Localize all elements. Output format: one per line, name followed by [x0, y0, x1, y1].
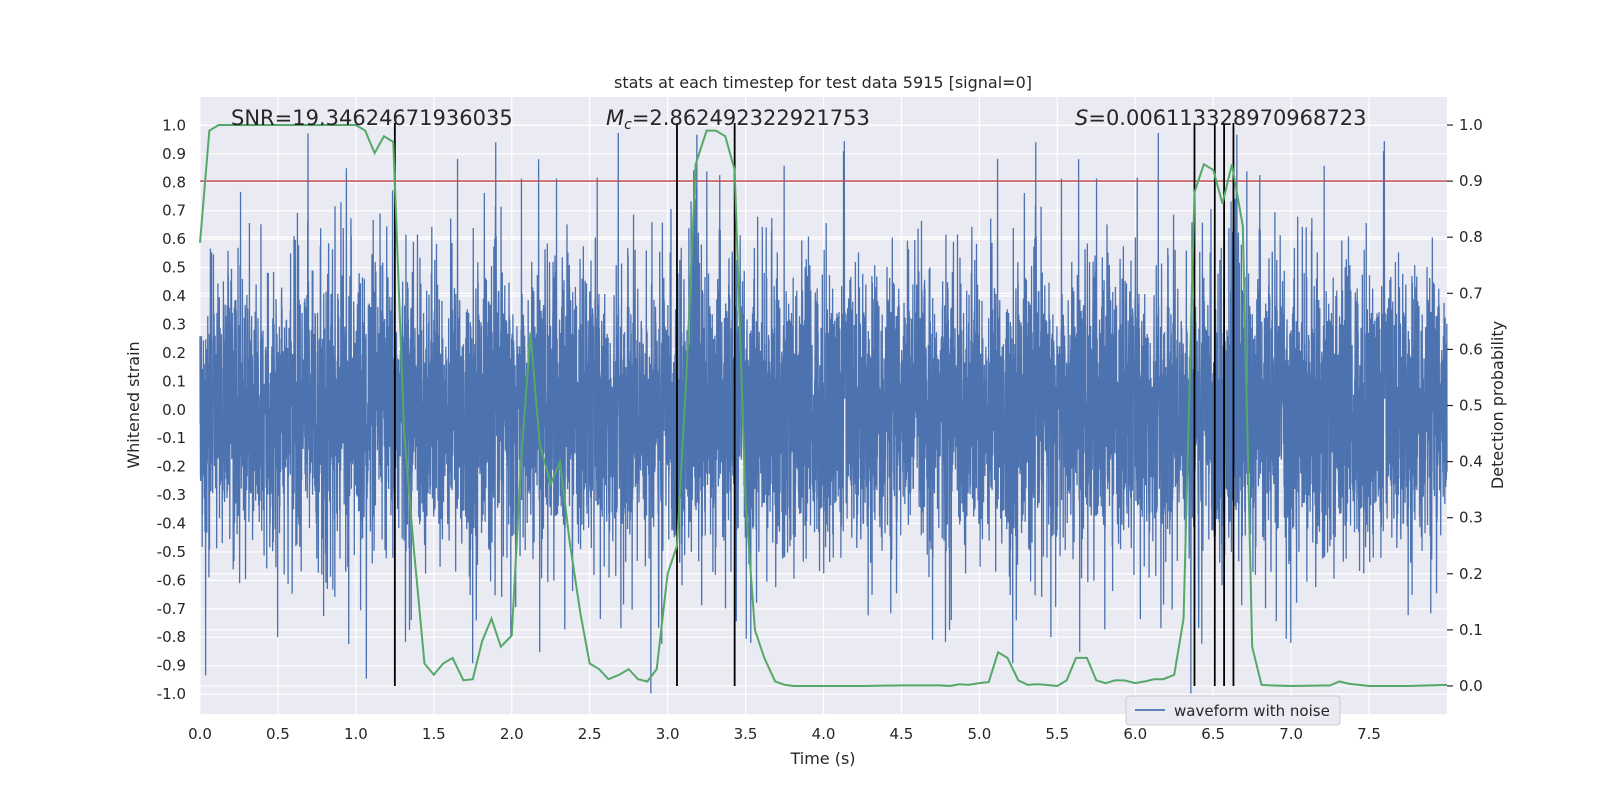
waveform-series	[199, 132, 1448, 694]
left-y-tick-label: 0.1	[162, 372, 186, 390]
left-y-tick-label: 0.8	[162, 173, 186, 191]
right-y-tick-label: 0.5	[1459, 397, 1483, 415]
x-axis-label: Time (s)	[789, 749, 855, 768]
left-y-tick-label: -0.2	[157, 458, 186, 476]
left-y-tick-label: -0.7	[157, 600, 186, 618]
legend-box	[1125, 695, 1341, 726]
chirp-mass-annotation: Mc=2.862492322921753	[606, 106, 870, 133]
chirp-mass-subscript: c	[624, 117, 632, 133]
left-y-axis-ticks: 1.0 0.9 0.8 0.7 0.6 0.5 0.4 0.3 0.2 0.1 0.0 -0.1 -0.…	[157, 116, 186, 703]
x-tick-label: 7.5	[1357, 725, 1381, 743]
right-y-axis-label: Detection probability	[1488, 321, 1507, 489]
left-y-tick-label: -0.8	[157, 628, 186, 646]
x-tick-label: 0.5	[266, 725, 290, 743]
right-y-tick-label: 0.1	[1459, 621, 1483, 639]
right-y-tick-label: 0.3	[1459, 509, 1483, 527]
chart-title: stats at each timestep for test data 591…	[614, 73, 1032, 92]
x-tick-label: 4.5	[890, 725, 914, 743]
x-tick-label: 0.0	[188, 725, 212, 743]
chirp-mass-symbol: M	[606, 106, 624, 130]
right-y-tick-label: 0.7	[1459, 284, 1483, 302]
left-y-tick-label: -0.6	[157, 571, 186, 589]
x-tick-label: 2.0	[500, 725, 524, 743]
left-y-tick-label: 0.9	[162, 145, 186, 163]
x-tick-label: 5.0	[967, 725, 991, 743]
left-y-tick-label: -1.0	[157, 685, 186, 703]
x-tick-label: 5.5	[1045, 725, 1069, 743]
left-y-tick-label: -0.4	[157, 514, 186, 532]
x-tick-label: 4.0	[812, 725, 836, 743]
x-tick-label: 1.0	[344, 725, 368, 743]
probability-series	[199, 124, 1448, 687]
left-y-tick-label: 0.4	[162, 287, 186, 305]
left-y-tick-label: 0.0	[162, 401, 186, 419]
x-tick-label: 6.0	[1123, 725, 1147, 743]
s-value: =0.006113328970968723	[1088, 106, 1366, 130]
waveform-line	[199, 132, 1448, 694]
right-y-tick-label: 1.0	[1459, 116, 1483, 134]
right-y-tick-label: 0.4	[1459, 453, 1483, 471]
x-tick-label: 6.5	[1201, 725, 1225, 743]
legend-label: waveform with noise	[1174, 702, 1330, 720]
left-y-tick-label: -0.5	[157, 543, 186, 561]
legend: waveform with noise	[1125, 695, 1341, 726]
left-y-tick-label: 0.6	[162, 230, 186, 248]
x-axis-ticks: 0.0 0.5 1.0 1.5 2.0 2.5 3.0 3.5 4.0 4.5 5.0 5.5 6.0 6…	[188, 725, 1381, 743]
x-tick-label: 7.0	[1279, 725, 1303, 743]
right-y-tick-label: 0.9	[1459, 172, 1483, 190]
left-y-tick-label: -0.3	[157, 486, 186, 504]
x-tick-label: 3.0	[656, 725, 680, 743]
right-y-tick-label: 0.0	[1459, 677, 1483, 695]
right-y-tick-label: 0.8	[1459, 228, 1483, 246]
left-y-tick-label: 0.7	[162, 202, 186, 220]
left-y-tick-label: 0.5	[162, 259, 186, 277]
x-tick-label: 1.5	[422, 725, 446, 743]
s-symbol: S	[1075, 106, 1088, 130]
s-annotation: S=0.006113328970968723	[1075, 106, 1366, 130]
right-y-tick-label: 0.6	[1459, 340, 1483, 358]
left-y-axis-label: Whitened strain	[124, 341, 143, 468]
probability-line	[199, 124, 1448, 687]
x-tick-label: 2.5	[578, 725, 602, 743]
x-tick-label: 3.5	[734, 725, 758, 743]
right-y-tick-label: 0.2	[1459, 565, 1483, 583]
chirp-mass-value: =2.862492322921753	[632, 106, 870, 130]
right-y-axis-ticks: 1.0 0.9 0.8 0.7 0.6 0.5 0.4 0.3 0.2 0.1 0.0	[1447, 116, 1483, 695]
left-y-tick-label: 1.0	[162, 116, 186, 134]
snr-annotation: SNR=19.34624671936035	[231, 106, 513, 130]
left-y-tick-label: 0.3	[162, 315, 186, 333]
left-y-tick-label: -0.1	[157, 429, 186, 447]
left-y-tick-label: -0.9	[157, 657, 186, 675]
left-y-tick-label: 0.2	[162, 344, 186, 362]
